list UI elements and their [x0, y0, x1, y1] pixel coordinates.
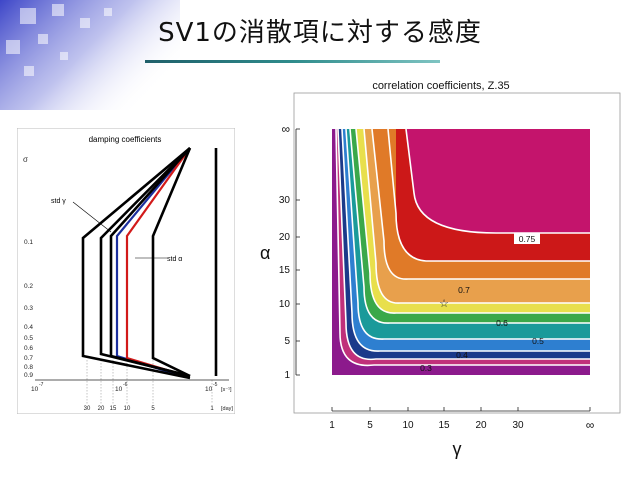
contour-labels: 0.75 0.7 0.6 0.5 0.4 0.3: [420, 233, 544, 373]
y-tick-label: 20: [279, 232, 291, 243]
y-tick-label: 5: [284, 336, 290, 347]
day-guide-lines: [86, 360, 213, 404]
x-tick-label: 10: [115, 386, 123, 393]
sigma-tick-label: 0.1: [24, 239, 33, 246]
x-unit-top: [s⁻¹]: [221, 387, 232, 393]
contour-label: 0.7: [458, 285, 470, 295]
contour-label: 0.4: [456, 350, 468, 360]
title-underline: [145, 60, 440, 63]
x-tick-label: 10: [31, 386, 39, 393]
x-tick-exponent: -6: [123, 382, 128, 388]
star-marker: ☆: [439, 298, 449, 310]
profile-black-1: [81, 147, 191, 380]
day-tick-label: 20: [98, 406, 105, 412]
contour-lines: [335, 129, 590, 367]
x-ticks: [331, 407, 591, 411]
sigma-tick-label: 0.5: [24, 335, 33, 342]
contour-label: 0.3: [420, 363, 432, 373]
sigma-tick-label: 0.8: [24, 364, 33, 371]
y-tick-label: 15: [279, 265, 291, 276]
x-tick-label: 10: [205, 386, 213, 393]
sigma-axis-symbol: σ: [23, 155, 28, 164]
y-tick-label: 1: [284, 370, 290, 381]
day-tick-label: 5: [151, 406, 155, 412]
x-tick-label: 5: [367, 420, 373, 431]
day-tick-label: 10: [124, 406, 131, 412]
x-tick-label: 20: [475, 420, 487, 431]
contour-fill: [332, 129, 590, 375]
sigma-tick-label: 0.3: [24, 305, 33, 312]
x-tick-label: 1: [329, 420, 335, 431]
sigma-tick-label: 0.4: [24, 324, 33, 331]
x-tick-exponent: -5: [213, 382, 218, 388]
y-tick-label: ∞: [281, 122, 290, 136]
y-tick-label: 30: [279, 195, 291, 206]
sigma-tick-labels: 0.1 0.2 0.3 0.4 0.5 0.6 0.7 0.8 0.9: [24, 239, 33, 379]
sigma-tick-label: 0.9: [24, 372, 33, 379]
std-alpha-label: std α: [167, 256, 182, 263]
x-tick-label: ∞: [586, 418, 595, 432]
figure-title: damping coefficients: [89, 135, 162, 144]
y-tick-label: 10: [279, 299, 291, 310]
y-tick-labels: 1 5 10 15 20 30 ∞: [279, 122, 291, 381]
correlation-coefficients-figure: correlation coefficients, Z.35 0.75 0.7 …: [260, 80, 621, 459]
plot-title: correlation coefficients, Z.35: [372, 80, 509, 92]
damping-profiles: [81, 147, 218, 380]
slide-title: SV1の消散項に対する感度: [158, 18, 482, 48]
day-tick-label: 1: [210, 406, 214, 412]
std-gamma-label: std γ: [51, 198, 66, 205]
sigma-tick-label: 0.6: [24, 345, 33, 352]
y-ticks: [296, 128, 300, 376]
contour-label: 0.75: [519, 234, 536, 244]
profile-black-4: [151, 147, 192, 378]
x-tick-label: 10: [402, 420, 414, 431]
profile-black-3: [109, 147, 191, 378]
x-bottom-tick-labels: 30 20 15 10 5 1 [day]: [84, 406, 234, 412]
x-tick-labels: 1 5 10 15 20 30 ∞: [329, 418, 594, 432]
contour-label: 0.5: [532, 336, 544, 346]
corner-decoration: [0, 0, 180, 110]
x-tick-label: 15: [438, 420, 450, 431]
std-gamma-leader: [72, 201, 112, 233]
contour-label: 0.6: [496, 318, 508, 328]
damping-coefficients-figure: damping coefficients σ 0.1 0.2 0.3 0.4 0…: [17, 128, 235, 414]
x-axis-label: γ: [453, 439, 462, 459]
x-unit-bottom: [day]: [221, 406, 233, 412]
sigma-tick-label: 0.7: [24, 355, 33, 362]
contour-label-bg: [514, 233, 540, 244]
x-tick-label: 30: [512, 420, 524, 431]
day-tick-label: 30: [84, 406, 91, 412]
day-tick-label: 15: [110, 406, 117, 412]
x-top-tick-labels: 10 -7 10 -6 10 -5 [s⁻¹]: [31, 382, 232, 393]
x-tick-exponent: -7: [39, 382, 44, 388]
sigma-tick-label: 0.2: [24, 283, 33, 290]
y-axis-label: α: [260, 243, 270, 263]
